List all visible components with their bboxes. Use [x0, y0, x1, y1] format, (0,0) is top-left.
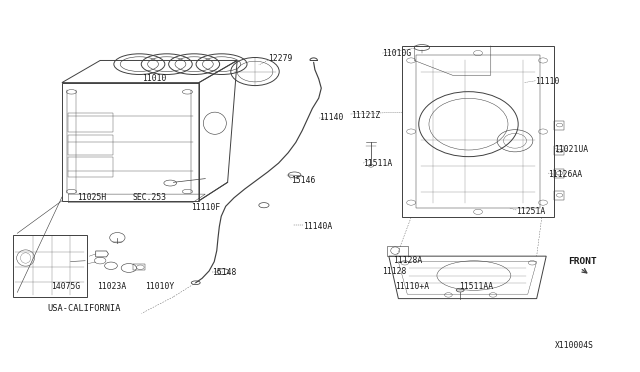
Text: 11110F: 11110F	[191, 203, 221, 212]
Text: SEC.253: SEC.253	[132, 193, 166, 202]
Text: 11126AA: 11126AA	[548, 170, 582, 179]
Text: 11128A: 11128A	[394, 256, 422, 265]
Text: 11140A: 11140A	[303, 222, 333, 231]
Text: 11023A: 11023A	[97, 282, 126, 291]
Text: 14075G: 14075G	[51, 282, 81, 291]
Text: FRONT: FRONT	[568, 257, 597, 266]
Text: 11025H: 11025H	[77, 193, 106, 202]
Text: 11110+A: 11110+A	[395, 282, 429, 291]
Text: 11010: 11010	[141, 74, 166, 83]
Text: 11121Z: 11121Z	[351, 110, 380, 120]
Text: 11140: 11140	[319, 113, 343, 122]
Text: USA-CALIFORNIA: USA-CALIFORNIA	[47, 304, 121, 313]
Text: 11110: 11110	[536, 77, 560, 86]
Text: 11010Y: 11010Y	[145, 282, 174, 291]
Text: 11511A: 11511A	[364, 159, 392, 169]
Text: 11251A: 11251A	[516, 206, 545, 216]
Text: 11511AA: 11511AA	[459, 282, 493, 291]
Text: 15148: 15148	[212, 268, 236, 277]
Text: 12279: 12279	[268, 54, 292, 63]
Text: X110004S: X110004S	[554, 341, 593, 350]
Text: 11128: 11128	[383, 267, 407, 276]
Text: 11010G: 11010G	[383, 49, 412, 58]
Text: 15146: 15146	[291, 176, 316, 185]
Text: 11021UA: 11021UA	[554, 145, 589, 154]
